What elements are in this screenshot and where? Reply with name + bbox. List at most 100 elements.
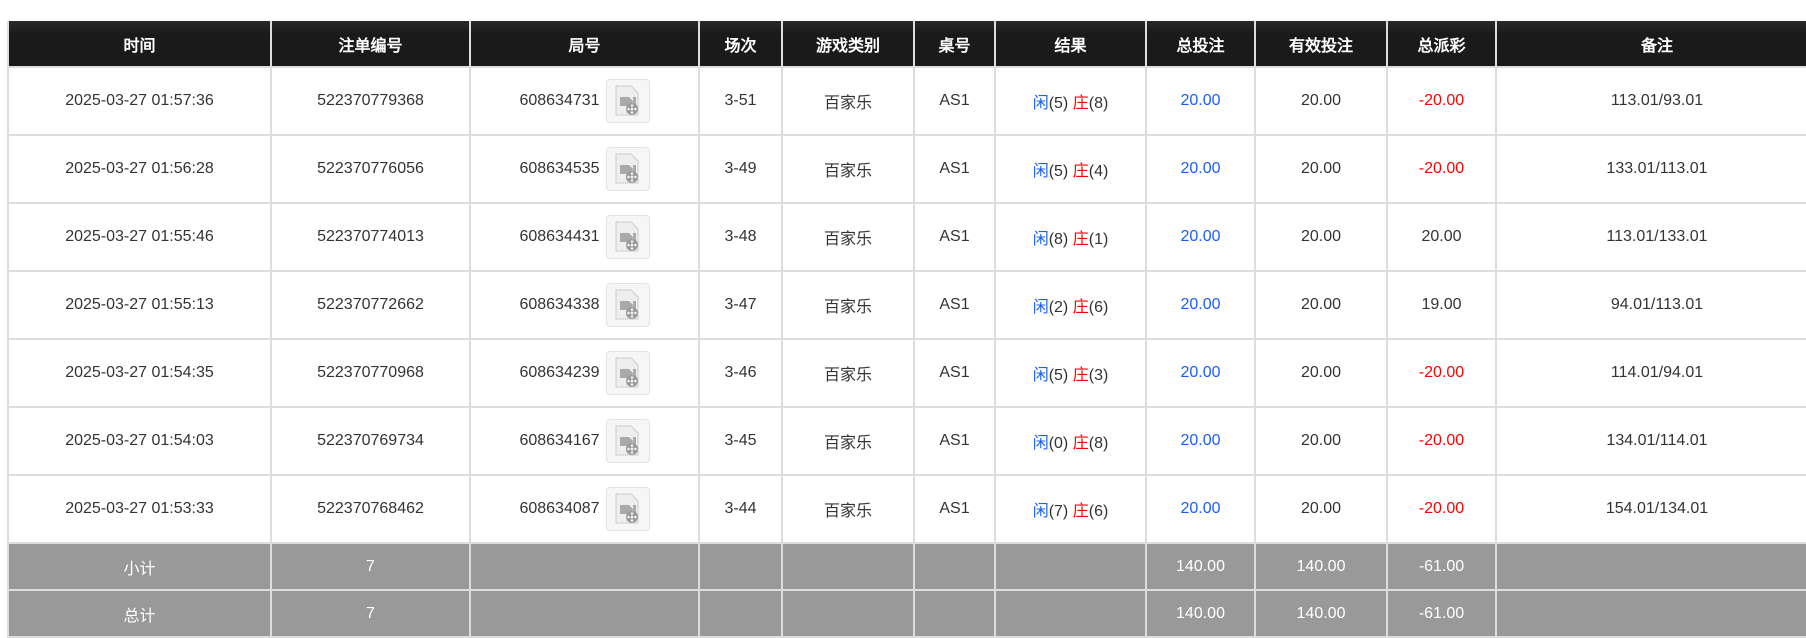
result-cell: 闲(5) 庄(4) bbox=[994, 134, 1147, 204]
result-cell: 闲(5) 庄(8) bbox=[994, 66, 1147, 136]
header-table-no: 桌号 bbox=[913, 21, 996, 67]
video-replay-icon[interactable] bbox=[605, 283, 650, 327]
table-row: 2025-03-27 01:55:13 522370772662 6086343… bbox=[7, 270, 1806, 340]
table-no-cell: AS1 bbox=[913, 474, 996, 544]
payout-cell: -20.00 bbox=[1386, 474, 1497, 544]
valid-bet-cell: 20.00 bbox=[1254, 474, 1388, 544]
payout-cell: 19.00 bbox=[1386, 270, 1497, 340]
banker-label: 庄 bbox=[1072, 95, 1089, 112]
bet-id-cell: 522370769734 bbox=[270, 406, 471, 476]
table-row: 2025-03-27 01:56:28 522370776056 6086345… bbox=[7, 134, 1806, 204]
subtotal-row-payout: -61.00 bbox=[1386, 542, 1497, 591]
table-row: 2025-03-27 01:54:03 522370769734 6086341… bbox=[7, 406, 1806, 476]
header-round: 局号 bbox=[469, 21, 700, 67]
round-cell: 608634535 bbox=[469, 134, 700, 204]
table-no-cell: AS1 bbox=[913, 270, 996, 340]
header-total-bet: 总投注 bbox=[1145, 21, 1256, 67]
table-no-cell: AS1 bbox=[913, 66, 996, 136]
shoe-cell: 3-51 bbox=[698, 66, 783, 136]
total-bet-cell: 20.00 bbox=[1145, 270, 1256, 340]
round-cell: 608634431 bbox=[469, 202, 700, 272]
note-cell: 114.01/94.01 bbox=[1495, 338, 1806, 408]
banker-score: (3) bbox=[1088, 367, 1109, 384]
bet-id-cell: 522370774013 bbox=[270, 202, 471, 272]
valid-bet-cell: 20.00 bbox=[1254, 338, 1388, 408]
player-label: 闲 bbox=[1032, 367, 1049, 384]
empty-cell bbox=[469, 542, 700, 591]
video-replay-icon[interactable] bbox=[605, 147, 650, 191]
header-note: 备注 bbox=[1495, 21, 1806, 67]
header-game-type: 游戏类别 bbox=[781, 21, 915, 67]
payout-cell: -20.00 bbox=[1386, 338, 1497, 408]
total-row-valid-bet: 140.00 bbox=[1254, 589, 1388, 638]
subtotal-row-count: 7 bbox=[270, 542, 471, 591]
game-type-cell: 百家乐 bbox=[781, 66, 915, 136]
header-payout: 总派彩 bbox=[1386, 21, 1497, 67]
banker-score: (1) bbox=[1088, 231, 1109, 248]
player-score: (8) bbox=[1048, 231, 1069, 248]
subtotal-row-label: 小计 bbox=[7, 542, 272, 591]
round-cell: 608634731 bbox=[469, 66, 700, 136]
video-replay-icon[interactable] bbox=[605, 419, 650, 463]
total-row-count: 7 bbox=[270, 589, 471, 638]
valid-bet-cell: 20.00 bbox=[1254, 66, 1388, 136]
empty-cell bbox=[781, 542, 915, 591]
empty-cell bbox=[994, 542, 1147, 591]
result-cell: 闲(7) 庄(6) bbox=[994, 474, 1147, 544]
note-cell: 154.01/134.01 bbox=[1495, 474, 1806, 544]
empty-cell bbox=[994, 589, 1147, 638]
empty-cell bbox=[1495, 589, 1806, 638]
total-row-label: 总计 bbox=[7, 589, 272, 638]
table-row: 2025-03-27 01:53:33 522370768462 6086340… bbox=[7, 474, 1806, 544]
time-cell: 2025-03-27 01:56:28 bbox=[7, 134, 272, 204]
round-id: 608634239 bbox=[519, 364, 600, 381]
player-label: 闲 bbox=[1032, 163, 1049, 180]
time-cell: 2025-03-27 01:55:13 bbox=[7, 270, 272, 340]
valid-bet-cell: 20.00 bbox=[1254, 406, 1388, 476]
bet-id-cell: 522370768462 bbox=[270, 474, 471, 544]
shoe-cell: 3-46 bbox=[698, 338, 783, 408]
result-cell: 闲(2) 庄(6) bbox=[994, 270, 1147, 340]
table-row: 2025-03-27 01:54:35 522370770968 6086342… bbox=[7, 338, 1806, 408]
shoe-cell: 3-49 bbox=[698, 134, 783, 204]
player-label: 闲 bbox=[1032, 231, 1049, 248]
round-cell: 608634087 bbox=[469, 474, 700, 544]
header-valid-bet: 有效投注 bbox=[1254, 21, 1388, 67]
player-score: (2) bbox=[1048, 299, 1069, 316]
game-type-cell: 百家乐 bbox=[781, 406, 915, 476]
shoe-cell: 3-44 bbox=[698, 474, 783, 544]
table-row: 2025-03-27 01:55:46 522370774013 6086344… bbox=[7, 202, 1806, 272]
result-cell: 闲(0) 庄(8) bbox=[994, 406, 1147, 476]
game-type-cell: 百家乐 bbox=[781, 270, 915, 340]
banker-score: (4) bbox=[1088, 163, 1109, 180]
empty-cell bbox=[913, 542, 996, 591]
empty-cell bbox=[698, 589, 783, 638]
shoe-cell: 3-45 bbox=[698, 406, 783, 476]
valid-bet-cell: 20.00 bbox=[1254, 270, 1388, 340]
header-result: 结果 bbox=[994, 21, 1147, 67]
game-type-cell: 百家乐 bbox=[781, 474, 915, 544]
banker-score: (6) bbox=[1088, 299, 1109, 316]
banker-score: (6) bbox=[1088, 503, 1109, 520]
empty-cell bbox=[698, 542, 783, 591]
round-id: 608634338 bbox=[519, 296, 600, 313]
video-replay-icon[interactable] bbox=[605, 215, 650, 259]
table-header: 时间 注单编号 局号 场次 游戏类别 桌号 结果 总投注 有效投注 总派彩 备注 bbox=[7, 21, 1806, 67]
banker-score: (8) bbox=[1088, 435, 1109, 452]
total-row-total-bet: 140.00 bbox=[1145, 589, 1256, 638]
total-bet-cell: 20.00 bbox=[1145, 134, 1256, 204]
total-row-payout: -61.00 bbox=[1386, 589, 1497, 638]
table-no-cell: AS1 bbox=[913, 406, 996, 476]
bet-id-cell: 522370772662 bbox=[270, 270, 471, 340]
time-cell: 2025-03-27 01:54:03 bbox=[7, 406, 272, 476]
video-replay-icon[interactable] bbox=[605, 487, 650, 531]
total-bet-cell: 20.00 bbox=[1145, 338, 1256, 408]
video-replay-icon[interactable] bbox=[605, 351, 650, 395]
video-replay-icon[interactable] bbox=[605, 79, 650, 123]
table-no-cell: AS1 bbox=[913, 134, 996, 204]
total-row: 总计 7 140.00 140.00 -61.00 bbox=[7, 589, 1806, 638]
table-row: 2025-03-27 01:57:36 522370779368 6086347… bbox=[7, 66, 1806, 136]
round-cell: 608634239 bbox=[469, 338, 700, 408]
round-id: 608634535 bbox=[519, 160, 600, 177]
note-cell: 113.01/93.01 bbox=[1495, 66, 1806, 136]
